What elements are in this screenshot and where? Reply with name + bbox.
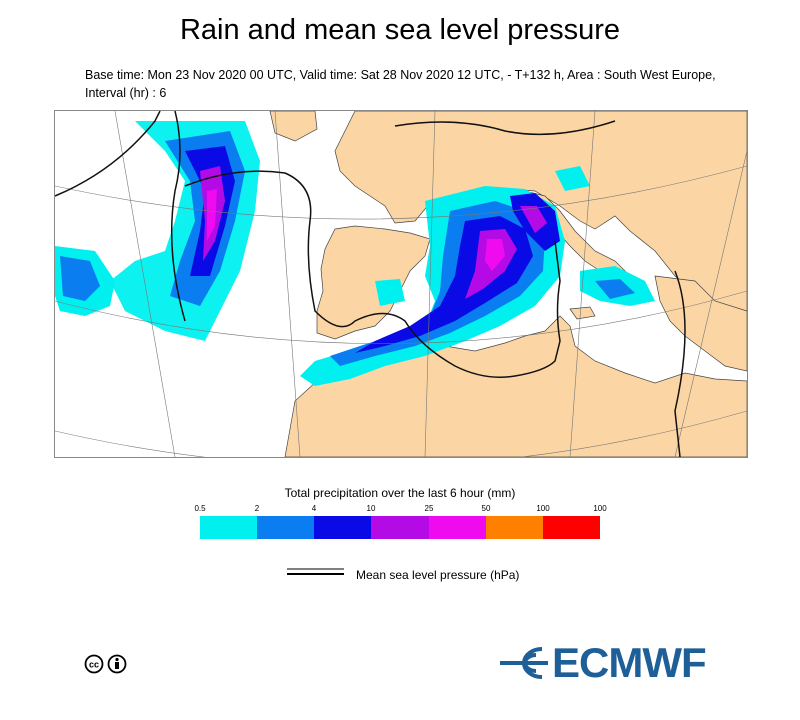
legend-color-swatch bbox=[428, 516, 486, 539]
ecmwf-logo-icon bbox=[500, 647, 548, 679]
isobar-legend-label: Mean sea level pressure (hPa) bbox=[356, 568, 520, 582]
legend-color-swatch bbox=[485, 516, 543, 539]
legend-color-swatch bbox=[371, 516, 429, 539]
isobars bbox=[55, 111, 686, 457]
legend-tick: 0.5 bbox=[194, 504, 206, 513]
isobar-legend-line bbox=[287, 568, 344, 575]
legend-tick: 100 bbox=[593, 504, 607, 513]
legend-color-swatch bbox=[542, 516, 600, 539]
legend-color-swatch bbox=[314, 516, 372, 539]
legend-color-swatch bbox=[200, 516, 258, 539]
graticule bbox=[55, 111, 747, 457]
legend-tick: 50 bbox=[481, 504, 491, 513]
cc-by-license-icon: cc bbox=[84, 654, 127, 674]
precipitation-field bbox=[55, 121, 655, 386]
legend-tick: 25 bbox=[424, 504, 434, 513]
ecmwf-logo-text: ECMWF bbox=[552, 639, 707, 686]
legend-tick: 2 bbox=[254, 504, 260, 513]
precipitation-color-scale bbox=[200, 516, 600, 539]
svg-text:cc: cc bbox=[89, 660, 99, 670]
legend-title: Total precipitation over the last 6 hour… bbox=[284, 486, 516, 500]
chart-subtitle: Base time: Mon 23 Nov 2020 00 UTC, Valid… bbox=[85, 68, 716, 100]
legend-tick: 10 bbox=[366, 504, 376, 513]
chart-title: Rain and mean sea level pressure bbox=[179, 14, 621, 46]
weather-map bbox=[54, 110, 748, 458]
legend-tick: 100 bbox=[536, 504, 550, 513]
legend-tick: 4 bbox=[311, 504, 317, 513]
legend-color-swatch bbox=[257, 516, 315, 539]
